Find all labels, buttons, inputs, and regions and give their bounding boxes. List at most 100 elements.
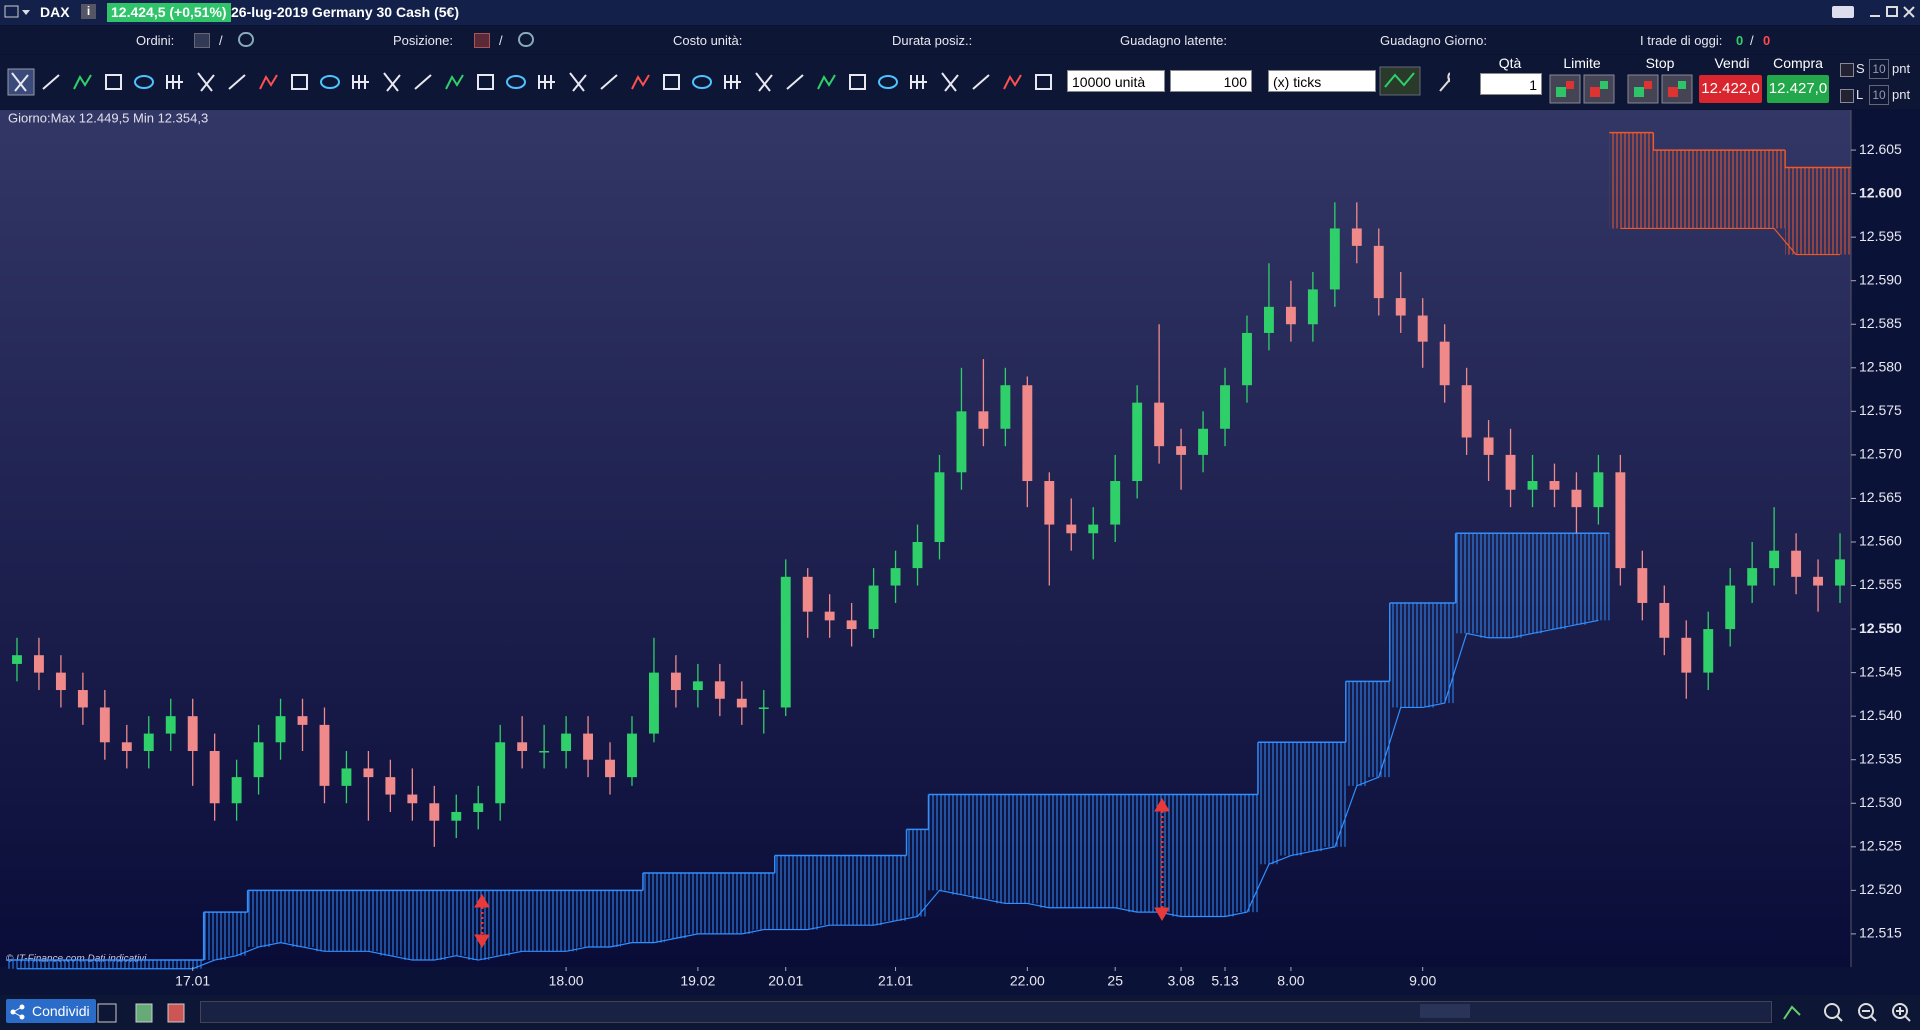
candle-body	[1264, 306, 1274, 333]
tool-icon[interactable]	[228, 74, 246, 90]
candle-body	[407, 794, 418, 804]
qty-input[interactable]: 1	[1480, 73, 1542, 95]
orders-settings[interactable]	[238, 32, 254, 47]
tool-icon[interactable]	[506, 75, 526, 89]
y-tick-label: 12.570	[1859, 446, 1902, 462]
x-tick-label: 20.01	[768, 973, 803, 989]
candle-body	[253, 742, 264, 778]
tool-icon[interactable]	[383, 72, 401, 92]
share-button[interactable]: Condividi	[6, 999, 96, 1023]
tool-icon[interactable]	[692, 75, 712, 89]
size-select[interactable]: 10000 unità	[1067, 70, 1165, 92]
limit-stop-buttons[interactable]	[1548, 73, 1696, 105]
tool-icon[interactable]	[477, 74, 494, 90]
tool-icon[interactable]	[786, 74, 804, 90]
scrollbar[interactable]	[200, 1001, 1772, 1023]
symbol[interactable]: DAX	[40, 4, 70, 20]
tool-icon[interactable]	[941, 72, 959, 92]
tool-icon[interactable]	[352, 75, 369, 89]
window-controls[interactable]	[1830, 3, 1918, 21]
tool-icon[interactable]	[320, 75, 340, 89]
band-fill	[862, 855, 885, 926]
glyph	[506, 75, 526, 89]
band-fill	[203, 912, 226, 961]
band-fill	[1741, 150, 1764, 229]
footer-tools[interactable]	[96, 1000, 186, 1026]
candle-body	[275, 716, 286, 743]
tool-icon[interactable]	[849, 74, 866, 90]
l-checkbox[interactable]	[1840, 89, 1854, 103]
tool-icon[interactable]	[600, 74, 618, 90]
menu-icon[interactable]	[4, 4, 32, 20]
info-button[interactable]: i	[81, 4, 96, 19]
tool-icon[interactable]	[259, 74, 278, 90]
band-fill	[642, 872, 665, 943]
sell-header: Vendi	[1714, 55, 1750, 71]
l-points[interactable]: 10	[1869, 85, 1889, 105]
tool-icon[interactable]	[105, 74, 122, 90]
candle-body	[1395, 298, 1406, 316]
candle-body	[1593, 472, 1604, 508]
glyph	[755, 72, 773, 92]
candle-body	[1000, 385, 1011, 429]
band-fill	[577, 890, 600, 947]
tool-icon[interactable]	[42, 74, 60, 90]
tool-icon[interactable]	[1035, 74, 1052, 90]
tool-icon[interactable]	[538, 75, 555, 89]
position-icon[interactable]	[474, 33, 490, 48]
scroll-thumb[interactable]	[1420, 1004, 1470, 1018]
tool-icon[interactable]	[197, 72, 215, 92]
tool-icon[interactable]	[631, 74, 650, 90]
band-fill	[884, 855, 907, 921]
band-fill	[181, 960, 204, 969]
amount-input[interactable]: 100	[1170, 70, 1252, 92]
band-fill	[1345, 681, 1368, 786]
candle-body	[451, 811, 462, 821]
glyph	[878, 75, 898, 89]
tool-selected	[7, 68, 35, 96]
candle-body	[1110, 481, 1121, 525]
s-points[interactable]: 10	[1869, 59, 1889, 79]
zoom-controls[interactable]	[1780, 999, 1920, 1027]
unit-cost-label: Costo unità:	[673, 33, 743, 48]
candle-body	[1747, 568, 1758, 586]
tool-icon[interactable]	[878, 75, 898, 89]
candle-body	[1022, 385, 1033, 482]
candle-body	[1637, 568, 1648, 603]
band-fill	[950, 794, 973, 895]
candle-body	[34, 655, 44, 673]
band-fill	[269, 890, 292, 943]
tool-icon[interactable]	[73, 74, 92, 90]
tool-icon[interactable]	[724, 75, 741, 89]
tool-icon[interactable]	[817, 74, 836, 90]
y-tick-label: 12.560	[1859, 533, 1902, 549]
tool-icon[interactable]	[414, 74, 432, 90]
tool-icon[interactable]	[1003, 74, 1022, 90]
candle-body	[758, 707, 769, 709]
tool-icon[interactable]	[291, 74, 308, 90]
position-settings[interactable]	[518, 32, 534, 47]
tool-icon[interactable]	[972, 74, 990, 90]
trades-lost: 0	[1763, 33, 1771, 48]
band-fill	[928, 794, 951, 891]
tool-icon[interactable]	[663, 74, 680, 90]
s-checkbox[interactable]	[1840, 63, 1854, 77]
band-fill	[1455, 533, 1478, 634]
tool-icon[interactable]	[7, 68, 35, 96]
band-fill	[1785, 167, 1808, 255]
tool-icon[interactable]	[134, 75, 154, 89]
band-fill	[379, 890, 402, 956]
candle-body	[12, 655, 22, 664]
drawing-toolbar: 10000 unità 100 (x) ticks Qtà 1 Limite S…	[0, 55, 1920, 109]
glyph	[105, 74, 122, 90]
amount-unit-select[interactable]: (x) ticks	[1268, 70, 1376, 92]
tool-icon[interactable]	[755, 72, 773, 92]
tool-icon[interactable]	[166, 75, 183, 89]
tool-icon[interactable]	[569, 72, 587, 92]
wrench-icon[interactable]	[1439, 72, 1450, 92]
tool-icon[interactable]	[910, 75, 927, 89]
sell-button[interactable]: 12.422,0	[1699, 75, 1762, 103]
tool-icon[interactable]	[445, 74, 464, 90]
orders-icon[interactable]	[194, 33, 210, 48]
buy-button[interactable]: 12.427,0	[1767, 75, 1829, 103]
